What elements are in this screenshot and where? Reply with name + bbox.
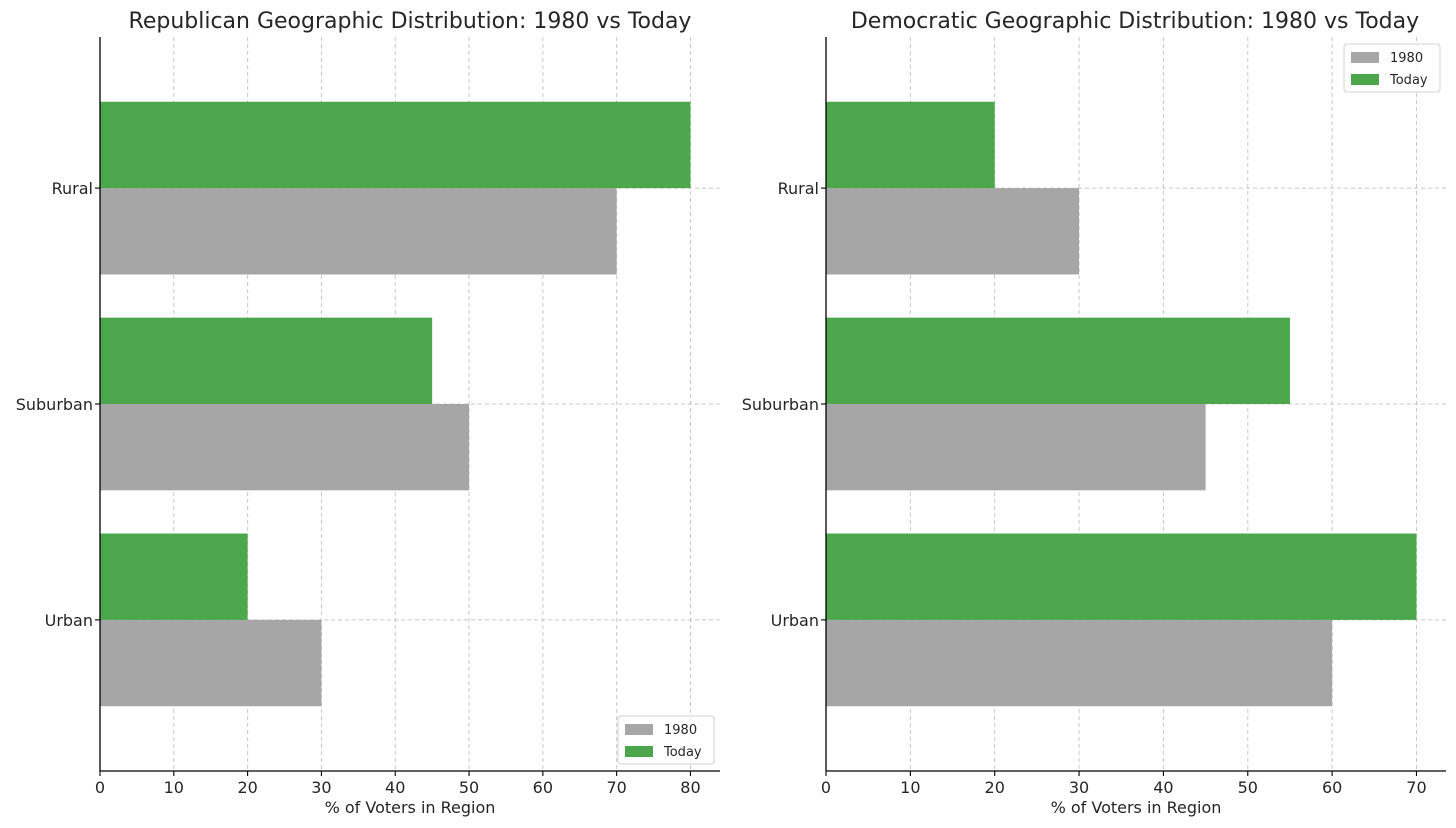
bar-1980-suburban [826,404,1206,491]
x-tick-label: 10 [164,778,184,797]
bars [826,101,1417,707]
x-axis-label: % of Voters in Region [1051,798,1222,817]
x-tick-label: 0 [821,778,831,797]
legend: 1980 Today [617,715,715,765]
legend: 1980 Today [1343,43,1441,93]
legend-label-today: Today [1389,73,1428,88]
x-tick-label: 40 [385,778,405,797]
x-tick-label: 10 [900,778,920,797]
x-tick-label: 30 [1069,778,1089,797]
democratic-chart-panel: Democratic Geographic Distribution: 1980… [742,9,1446,817]
chart-title: Democratic Geographic Distribution: 1980… [851,9,1419,34]
x-tick-label: 40 [1153,778,1173,797]
legend-swatch-1980 [625,724,653,735]
x-tick-label: 30 [311,778,331,797]
x-tick-label: 50 [1238,778,1258,797]
y-tick-label-suburban: Suburban [16,395,93,414]
bar-today-urban [826,533,1417,620]
legend-swatch-today [625,746,653,757]
x-tick-label: 20 [985,778,1005,797]
bar-1980-rural [826,188,1080,275]
x-tick-label: 0 [95,778,105,797]
y-tick-label-rural: Rural [778,179,819,198]
bar-1980-urban [826,619,1333,707]
chart-title: Republican Geographic Distribution: 1980… [129,9,692,34]
bar-1980-rural [100,188,617,275]
legend-label-today: Today [663,745,702,760]
x-tick-label: 20 [237,778,257,797]
republican-chart-panel: Republican Geographic Distribution: 1980… [16,9,720,817]
x-tick-label: 60 [1322,778,1342,797]
x-tick-label: 70 [1406,778,1426,797]
bars [100,101,691,707]
y-tick-label-urban: Urban [771,611,819,630]
x-tick-label: 80 [680,778,700,797]
bar-today-urban [100,533,248,620]
bar-1980-urban [100,619,322,707]
x-tick-label: 70 [606,778,626,797]
legend-swatch-today [1351,74,1379,85]
x-axis-label: % of Voters in Region [325,798,496,817]
y-tick-label-urban: Urban [45,611,93,630]
y-tick-label-rural: Rural [52,179,93,198]
legend-label-1980: 1980 [1390,51,1423,66]
bar-today-rural [100,101,691,189]
bar-today-suburban [826,317,1290,404]
bar-1980-suburban [100,404,470,491]
bar-today-suburban [100,317,433,404]
legend-label-1980: 1980 [664,723,697,738]
bar-today-rural [826,101,995,189]
y-tick-label-suburban: Suburban [742,395,819,414]
x-tick-label: 60 [533,778,553,797]
x-tick-label: 50 [459,778,479,797]
legend-swatch-1980 [1351,52,1379,63]
